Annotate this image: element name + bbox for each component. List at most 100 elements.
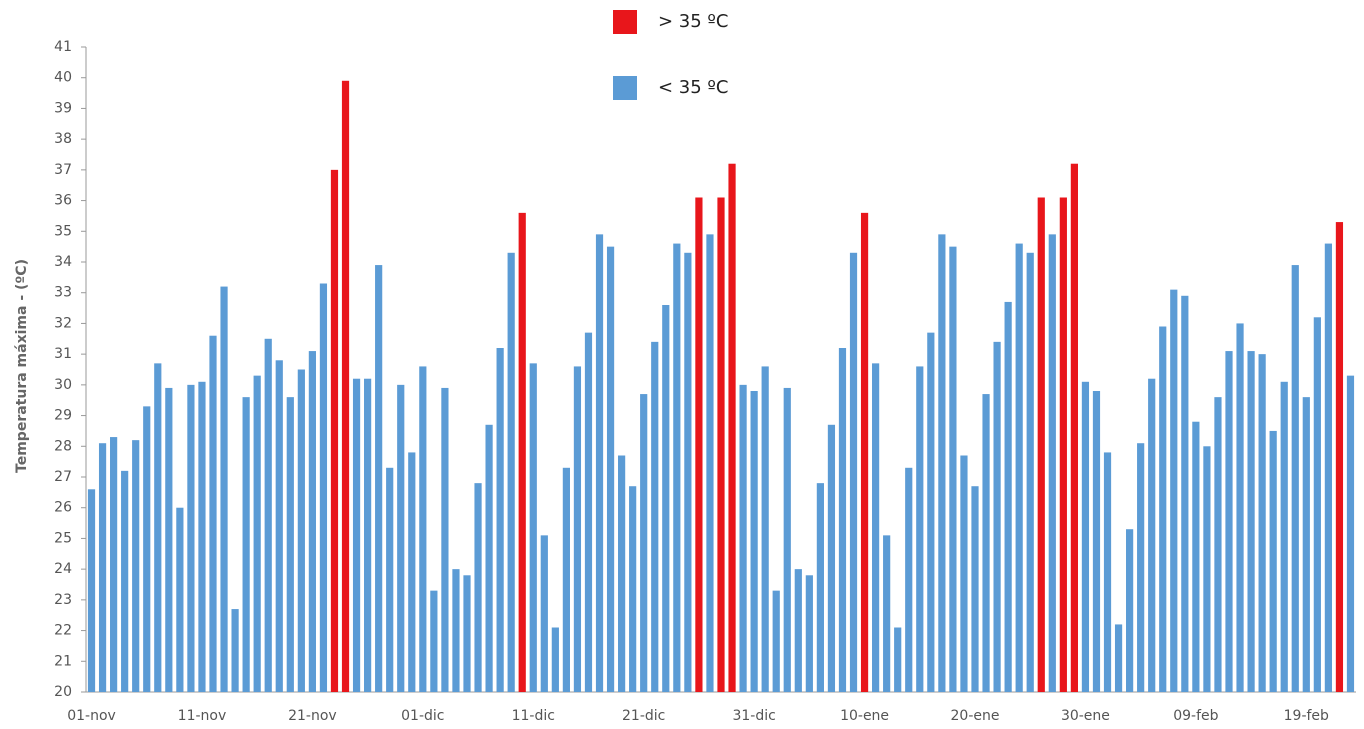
x-tick-label: 01-nov: [67, 708, 116, 724]
bar: [905, 467, 913, 692]
bar: [1346, 375, 1355, 692]
y-tick-label: 21: [54, 653, 72, 669]
bar: [1170, 289, 1178, 692]
x-tick-label: 31-dic: [732, 708, 775, 724]
bar: [319, 283, 328, 692]
bar: [1114, 624, 1123, 692]
bar: [386, 467, 394, 692]
bar: [242, 397, 250, 692]
bar: [949, 246, 957, 692]
bar: [551, 627, 559, 692]
bar: [1247, 351, 1255, 692]
bar: [253, 375, 261, 692]
bar: [408, 452, 416, 692]
bar: [595, 234, 604, 692]
bar: [838, 348, 847, 692]
bar: [98, 443, 107, 692]
y-tick-label: 30: [54, 377, 72, 393]
bar: [849, 252, 858, 693]
bar: [220, 286, 228, 692]
bar: [1103, 452, 1112, 692]
bar: [695, 197, 703, 692]
bar: [1148, 378, 1156, 692]
bar: [87, 489, 96, 692]
bar: [529, 363, 537, 692]
bar: [441, 387, 449, 692]
bar: [618, 455, 626, 692]
y-tick-label: 24: [54, 561, 72, 577]
bar: [485, 424, 493, 692]
x-tick-label: 21-nov: [288, 708, 337, 724]
y-tick-label: 37: [54, 162, 72, 178]
bar: [198, 381, 206, 692]
bar: [352, 378, 361, 692]
bar: [750, 391, 758, 692]
bar: [1048, 234, 1056, 692]
y-tick-label: 40: [54, 70, 72, 86]
x-tick-label: 30-ene: [1061, 708, 1110, 724]
y-tick-label: 36: [54, 193, 72, 209]
bar: [717, 197, 725, 692]
bar: [1291, 265, 1299, 692]
y-tick-label: 38: [54, 131, 72, 147]
x-tick-label: 10-ene: [840, 708, 889, 724]
bar: [1313, 317, 1321, 692]
bar: [739, 384, 747, 692]
y-tick-label: 23: [54, 592, 72, 608]
bar: [209, 335, 217, 692]
y-tick-label: 34: [54, 254, 72, 270]
bar: [1037, 197, 1045, 692]
bar: [419, 366, 427, 692]
x-tick-label: 11-dic: [512, 708, 555, 724]
bar: [573, 366, 582, 692]
bar: [1015, 243, 1023, 693]
bar: [463, 575, 471, 692]
bar: [540, 535, 548, 692]
bar: [143, 406, 151, 692]
bar: [805, 575, 813, 692]
bar: [916, 366, 924, 692]
bar: [894, 627, 902, 692]
y-tick-label: 27: [54, 469, 72, 485]
bar: [154, 363, 162, 692]
bar: [883, 535, 891, 692]
y-axis-label: Temperatura máxima - (ºC): [14, 259, 30, 473]
bar: [330, 169, 339, 692]
bar: [772, 590, 780, 692]
bar: [783, 387, 791, 692]
bar: [1126, 529, 1134, 692]
bar: [1269, 430, 1277, 692]
bar: [1004, 301, 1012, 692]
bar: [1225, 351, 1233, 692]
y-tick-label: 25: [54, 530, 72, 546]
x-tick-label: 21-dic: [622, 708, 665, 724]
bar: [286, 397, 294, 692]
y-tick-label: 20: [54, 684, 72, 700]
bar: [1335, 222, 1344, 693]
bar: [971, 486, 979, 692]
bar: [584, 332, 593, 692]
bar: [132, 440, 140, 692]
bar: [1236, 323, 1244, 692]
y-tick-label: 32: [54, 315, 72, 331]
bar: [264, 338, 272, 692]
bar: [794, 569, 802, 692]
bar: [938, 234, 946, 692]
y-tick-label: 28: [54, 438, 72, 454]
bar: [816, 483, 824, 692]
bar: [1159, 326, 1167, 692]
bar: [1324, 243, 1332, 693]
bar: [728, 163, 736, 692]
bar: [673, 243, 681, 693]
bar: [1181, 295, 1189, 692]
bar: [1203, 446, 1211, 692]
bar: [629, 486, 637, 692]
legend-label: > 35 ºC: [658, 11, 728, 32]
bar: [496, 348, 504, 692]
x-tick-label: 01-dic: [401, 708, 444, 724]
bar: [364, 378, 372, 692]
y-tick-label: 22: [54, 623, 72, 639]
bar: [1280, 381, 1288, 692]
bar: [827, 424, 836, 692]
